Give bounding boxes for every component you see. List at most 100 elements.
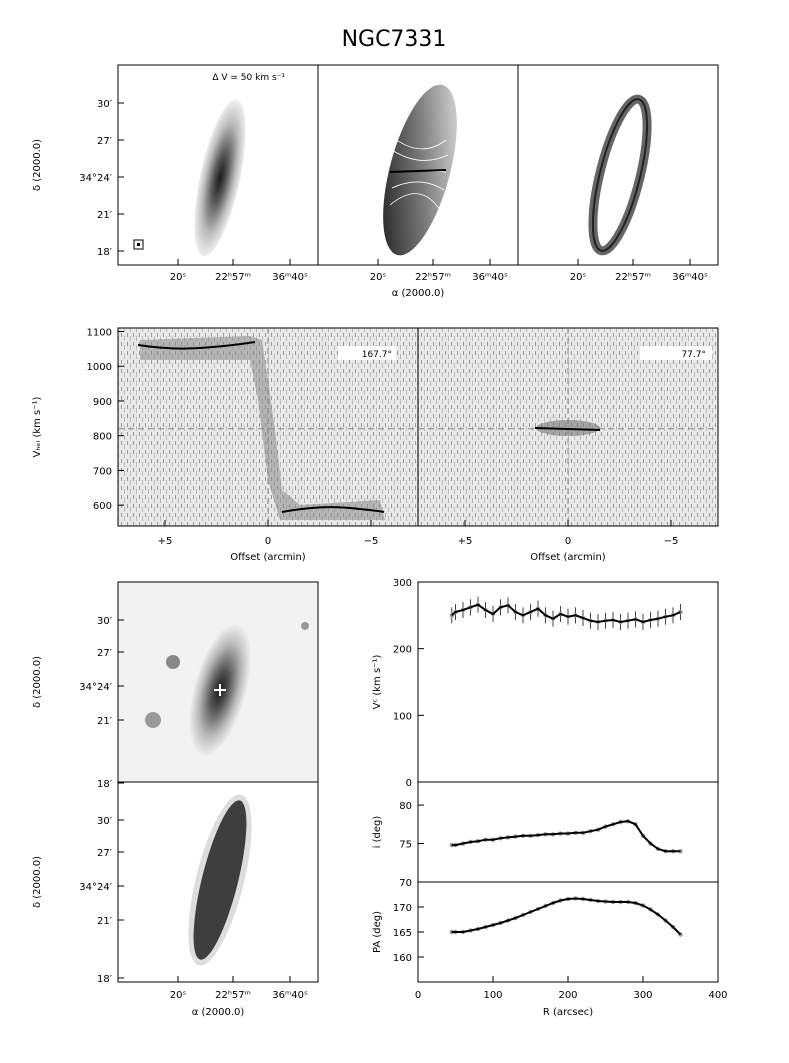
moment-maps-ylabel: δ (2000.0): [32, 139, 43, 191]
optical-yticks: 30′ 27′ 34°24′ 21′ 18′ 30′ 27′ 34°24′ 21′ 18′: [79, 616, 124, 985]
pv-xticks: +5 0 −5 +5 0 −5: [158, 520, 679, 547]
moment-maps-yticks: 30′ 27′ 34°24′ 21′ 18′: [79, 99, 124, 258]
moment2-panel: [517, 64, 719, 266]
companion-galaxy: [301, 622, 309, 630]
pa-major-label: 167.7°: [362, 350, 392, 360]
ytick-label: 75: [399, 840, 412, 851]
ytick-label: 1000: [87, 362, 112, 373]
pv-minor-curve: [534, 427, 601, 431]
xtick-label: 100: [483, 990, 502, 1001]
ytick-label: 0: [406, 778, 412, 789]
companion-galaxy: [166, 655, 180, 669]
ytick-label: 300: [393, 578, 412, 589]
ytick-label: 18′: [97, 974, 113, 985]
optical-column: 30′ 27′ 34°24′ 21′ 18′ 30′ 27′ 34°24′ 21′ 18′ 20ˢ…: [32, 581, 319, 1018]
model-curve: [451, 897, 682, 936]
ytick-label: 30′: [97, 816, 113, 827]
ytick-label: 165: [393, 928, 412, 939]
xtick-label: 0: [415, 990, 421, 1001]
xtick-label: 22ʰ57ᵐ: [215, 990, 251, 1001]
xtick-label: 200: [558, 990, 577, 1001]
xtick-label: 300: [633, 990, 652, 1001]
ytick-label: 160: [393, 953, 412, 964]
companion-galaxy: [145, 712, 161, 728]
ytick-label: 70: [399, 878, 412, 889]
velocity-step-annotation: Δ V = 50 km s⁻¹: [212, 73, 285, 83]
ytick-label: 200: [393, 645, 412, 656]
figure-title: NGC7331: [342, 27, 447, 52]
hi-contours: [193, 800, 247, 960]
ytick-label: 27′: [97, 136, 113, 147]
optical-ylabel: δ (2000.0): [32, 656, 43, 708]
ytick-label: 27′: [97, 648, 113, 659]
ytick-label: 21′: [97, 916, 113, 927]
galaxy-center-cross: [214, 684, 226, 696]
xtick-label: 20ˢ: [170, 990, 187, 1001]
ytick-label: 800: [93, 432, 112, 443]
ytick-label: 1100: [87, 327, 112, 338]
data-point: [449, 929, 454, 935]
ytick-label: 21′: [97, 210, 113, 221]
rotation-curve-marks: [449, 596, 683, 937]
xtick-label: 22ʰ57ᵐ: [615, 272, 651, 283]
ytick-label: 30′: [97, 99, 113, 110]
dispersion-ring-outline: [591, 98, 649, 252]
pv-minor-emission: [536, 420, 600, 436]
pa-ylabel: PA (deg): [372, 911, 383, 953]
ytick-label: 700: [93, 466, 112, 477]
ytick-label: 900: [93, 397, 112, 408]
pa-major-bg: [338, 346, 396, 360]
ytick-label: 27′: [97, 848, 113, 859]
ytick-label: 80: [399, 801, 412, 812]
xtick-label: 20ˢ: [170, 272, 187, 283]
rc-xlabel: R (arcsec): [543, 1007, 593, 1018]
moment-maps-xlabel: α (2000.0): [392, 288, 445, 299]
ytick-label: 21′: [97, 716, 113, 727]
xtick-label: 22ʰ57ᵐ: [415, 272, 451, 283]
moment-maps-xticks: 20ˢ 22ʰ57ᵐ 36ᵐ40ˢ 20ˢ 22ʰ57ᵐ 36ᵐ40ˢ 20ˢ 22ʰ57ᵐ 3…: [170, 259, 708, 283]
pv-yticks: 1100 1000 900 800 700 600: [87, 327, 124, 512]
beam-marker: [137, 243, 140, 246]
xtick-label: +5: [158, 536, 173, 547]
optical-xticks: 20ˢ 22ʰ57ᵐ 36ᵐ40ˢ: [170, 976, 308, 1001]
pv-ylabel: Vₕₑₗ (km s⁻¹): [32, 396, 43, 457]
xtick-label: 22ʰ57ᵐ: [215, 272, 251, 283]
ytick-label: 34°24′: [79, 882, 112, 893]
hi-ylabel: δ (2000.0): [32, 856, 43, 908]
ytick-label: 18′: [97, 247, 113, 258]
xtick-label: +5: [458, 536, 473, 547]
ytick-label: 170: [393, 903, 412, 914]
ytick-label: 30′: [97, 616, 113, 627]
pa-minor-label: 77.7°: [681, 350, 706, 360]
pv-major-rotation-curve-receding: [281, 506, 385, 513]
rotation-curve-ticks: 300 200 100 0 80 75 70 170 165 160 0 100 200 300 400: [393, 578, 728, 1001]
xtick-label: 400: [708, 990, 727, 1001]
incl-ylabel: i (deg): [372, 816, 383, 849]
pv-minor-xlabel: Offset (arcmin): [530, 552, 605, 563]
pv-major-xlabel: Offset (arcmin): [230, 552, 305, 563]
beam-box: [133, 239, 144, 250]
data-point: [449, 842, 454, 848]
moment0-image: [194, 99, 246, 257]
pv-major-rotation-curve-approaching: [137, 341, 256, 350]
xtick-label: −5: [364, 536, 379, 547]
optical-xlabel: α (2000.0): [192, 1007, 245, 1018]
model-curve: [451, 820, 681, 853]
xtick-label: 36ᵐ40ˢ: [272, 990, 308, 1001]
ytick-label: 34°24′: [79, 682, 112, 693]
model-curve: [451, 603, 681, 624]
ytick-label: 34°24′: [79, 173, 112, 184]
pa-minor-bg: [640, 346, 712, 360]
xtick-label: 36ᵐ40ˢ: [272, 272, 308, 283]
xtick-label: 20ˢ: [370, 272, 387, 283]
xtick-label: 0: [565, 536, 571, 547]
xtick-label: 36ᵐ40ˢ: [672, 272, 708, 283]
ytick-label: 18′: [97, 779, 113, 790]
kinematic-major-axis: [389, 169, 447, 173]
xtick-label: −5: [664, 536, 679, 547]
xtick-label: 20ˢ: [570, 272, 587, 283]
vc-ylabel: Vᶜ (km s⁻¹): [372, 655, 383, 710]
pv-major-emission: [140, 336, 385, 520]
